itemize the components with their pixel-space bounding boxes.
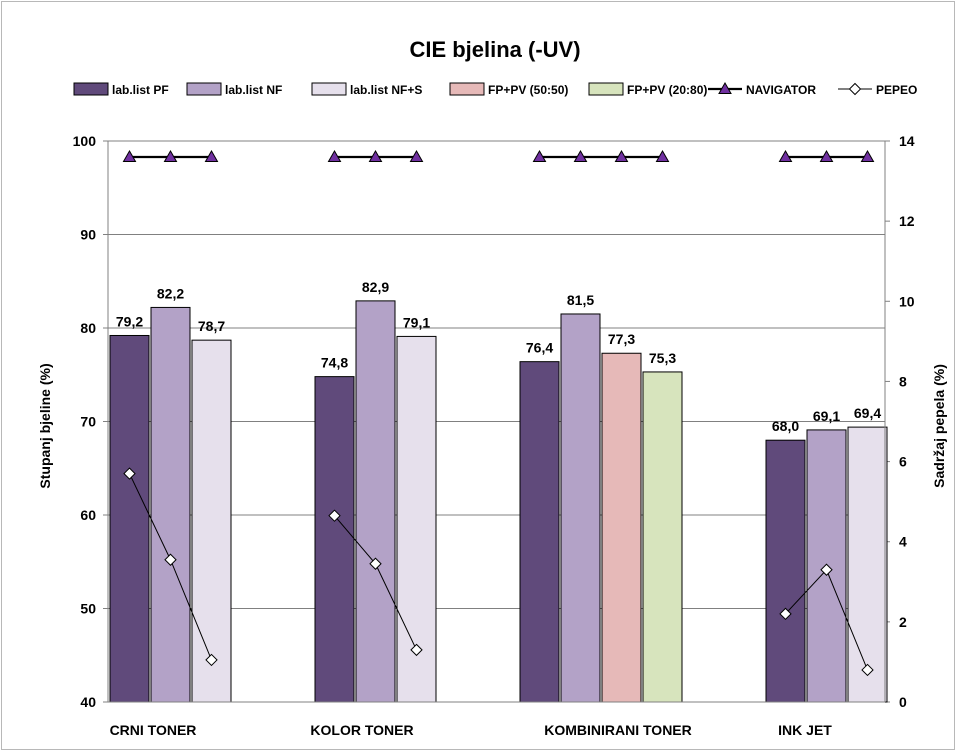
- legend-label: lab.list PF: [112, 83, 169, 97]
- legend-label: NAVIGATOR: [746, 83, 816, 97]
- x-tick-label: INK JET: [778, 722, 832, 738]
- y-tick-label: 90: [80, 227, 96, 243]
- y2-tick-label: 8: [899, 373, 907, 389]
- bar: [642, 371, 683, 703]
- navigator-point: [860, 150, 875, 163]
- y-tick-label: 70: [80, 414, 96, 430]
- legend-swatch: [73, 82, 109, 96]
- navigator-point: [614, 150, 629, 163]
- pepeo-point: [205, 653, 218, 667]
- bar: [601, 352, 642, 703]
- bar-data-label: 76,4: [526, 340, 553, 356]
- bar: [765, 439, 806, 703]
- pepeo-point: [820, 563, 833, 576]
- navigator-point: [573, 150, 588, 163]
- legend-marker: [718, 81, 732, 94]
- bar-data-label: 74,8: [321, 355, 348, 371]
- plot-area: 40 50 60 70 80 90 100 0 2 4 6 8 10 12 14 79,2 82,2 78,7 74…: [73, 133, 915, 738]
- navigator-point: [327, 150, 342, 163]
- legend-label: FP+PV (20:80): [627, 83, 707, 97]
- bar-data-label: 69,1: [813, 408, 840, 424]
- y-tick-label: 50: [80, 601, 96, 617]
- bar-data-label: 75,3: [649, 350, 676, 366]
- pepeo-point: [164, 553, 177, 566]
- navigator-point: [122, 150, 137, 163]
- bar-data-label: 82,2: [157, 285, 184, 301]
- bar-data-label: 78,7: [198, 318, 225, 334]
- y2-tick-label: 12: [899, 213, 915, 229]
- y-tick-label: 60: [80, 507, 96, 523]
- pepeo-point: [410, 643, 423, 657]
- legend-label: FP+PV (50:50): [488, 83, 568, 97]
- pepeo-point: [779, 607, 792, 621]
- legend-label: PEPEO: [876, 83, 917, 97]
- navigator-point: [368, 150, 383, 163]
- pepeo-point: [861, 663, 874, 677]
- pepeo-point: [123, 467, 136, 480]
- bar-data-label: 68,0: [772, 418, 799, 434]
- bar: [560, 313, 601, 703]
- y-axis-label: Stupanj bjeline (%): [37, 363, 53, 488]
- pepeo-point: [328, 509, 341, 522]
- bar: [847, 426, 888, 703]
- bar-data-label: 77,3: [608, 331, 635, 347]
- y2-tick-label: 0: [899, 694, 907, 710]
- bar: [150, 306, 191, 703]
- legend-swatch: [588, 82, 624, 96]
- navigator-point: [655, 150, 670, 163]
- bar: [519, 361, 560, 703]
- pepeo-point: [369, 557, 382, 570]
- navigator-point: [204, 150, 219, 163]
- legend-label: lab.list NF+S: [350, 83, 422, 97]
- y-tick-label: 40: [80, 694, 96, 710]
- x-tick-label: KOMBINIRANI TONER: [544, 722, 692, 738]
- bar: [355, 300, 396, 703]
- legend-label: lab.list NF: [225, 83, 282, 97]
- y-tick-label: 100: [73, 133, 97, 149]
- y-tick-label: 80: [80, 320, 96, 336]
- y2-tick-label: 10: [899, 293, 915, 309]
- legend-swatch: [311, 82, 347, 96]
- navigator-point: [163, 150, 178, 163]
- x-tick-label: CRNI TONER: [110, 722, 197, 738]
- bar-data-label: 81,5: [567, 292, 594, 308]
- bar-data-label: 79,2: [116, 313, 143, 329]
- y2-tick-label: 14: [899, 133, 915, 149]
- bar: [191, 339, 232, 703]
- bar: [314, 376, 355, 703]
- legend: lab.list PF lab.list NF lab.list NF+S FP+PV…: [73, 81, 917, 97]
- legend-swatch: [449, 82, 485, 96]
- navigator-point: [778, 150, 793, 163]
- chart-title: CIE bjelina (-UV): [409, 37, 580, 62]
- y2-axis-label: Sadržaj pepela (%): [931, 364, 947, 488]
- bar-data-label: 69,4: [854, 405, 881, 421]
- legend-swatch: [186, 82, 222, 96]
- navigator-point: [409, 150, 424, 163]
- y2-tick-label: 2: [899, 614, 907, 630]
- navigator-point: [532, 150, 547, 163]
- navigator-point: [819, 150, 834, 163]
- bar: [109, 334, 150, 703]
- y2-tick-label: 6: [899, 454, 907, 470]
- bar-data-label: 79,1: [403, 314, 430, 330]
- bar-data-label: 82,9: [362, 279, 389, 295]
- y2-tick-label: 4: [899, 534, 907, 550]
- x-tick-label: KOLOR TONER: [310, 722, 413, 738]
- legend-marker: [848, 82, 862, 96]
